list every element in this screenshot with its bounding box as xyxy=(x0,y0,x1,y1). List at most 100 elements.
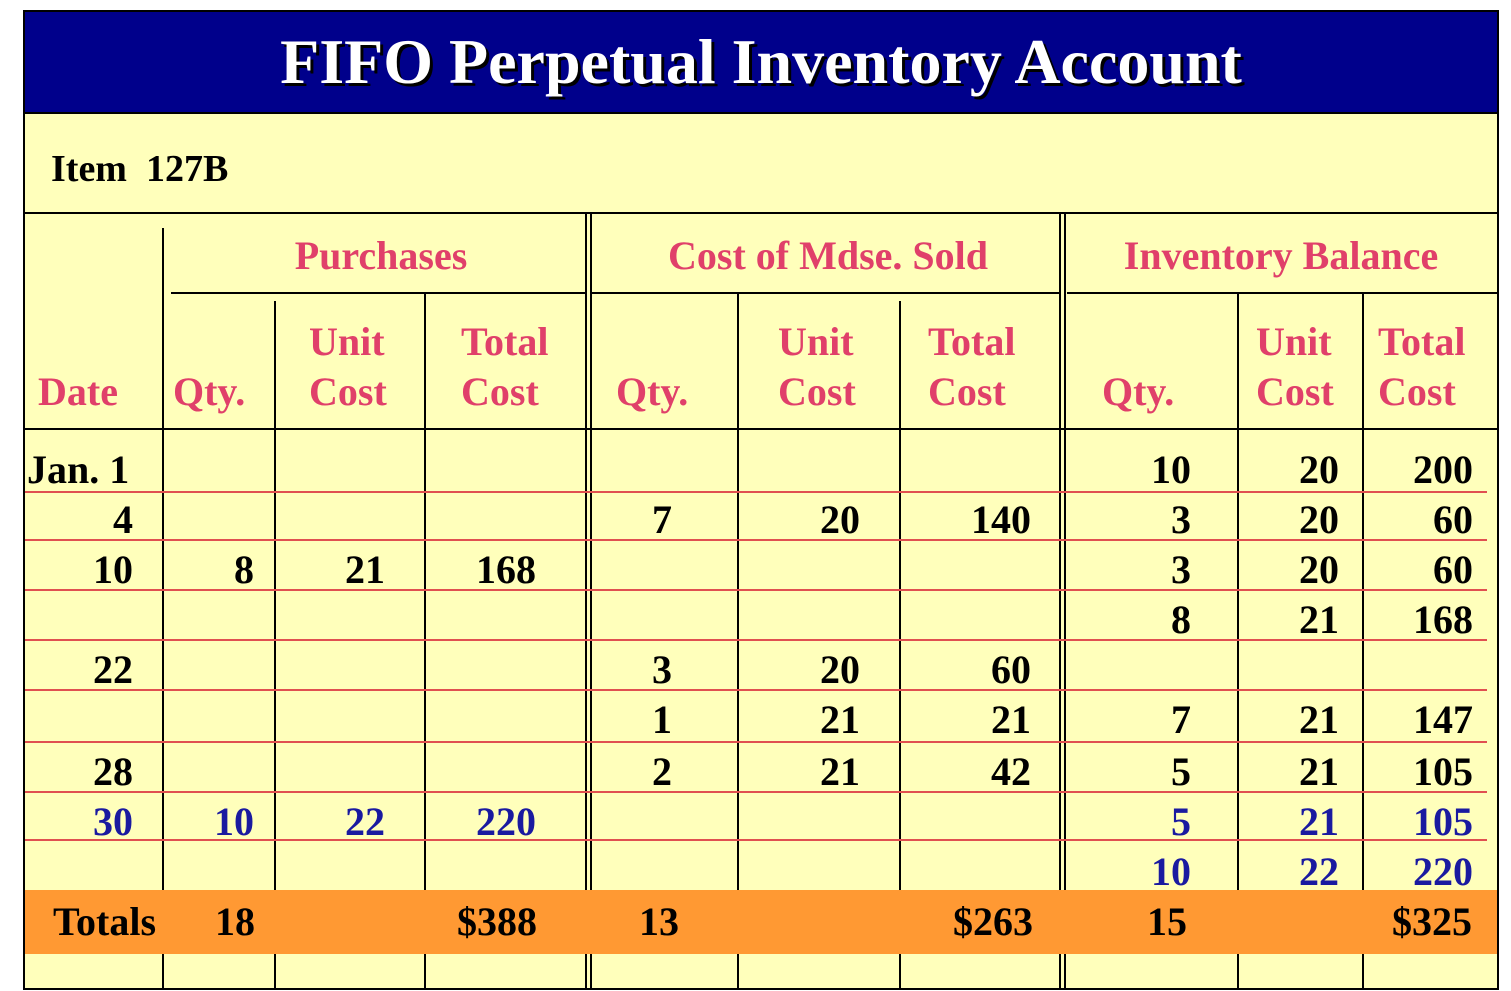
cell-b-unit: 21 xyxy=(1299,697,1339,742)
cell-date: 30 xyxy=(93,799,133,844)
vline-sold-a xyxy=(1059,214,1061,990)
cell-s-total: 60 xyxy=(991,647,1031,692)
vline-p-unit xyxy=(424,292,426,990)
cell-b-qty: 3 xyxy=(1171,497,1191,542)
totals-balance-qty: 15 xyxy=(1147,899,1187,944)
inventory-balance-header: Inventory Balance xyxy=(1123,233,1439,278)
cell-b-total: 105 xyxy=(1413,749,1473,794)
totals-purchases-total: $388 xyxy=(457,899,537,944)
totals-purchases-qty: 18 xyxy=(215,899,255,944)
row-rule xyxy=(25,539,1487,541)
row-rule xyxy=(25,639,1487,641)
cell-s-qty: 7 xyxy=(652,497,672,542)
col-purch-unit-cost: Cost xyxy=(309,369,387,414)
row-rule xyxy=(25,791,1487,793)
cell-date: 4 xyxy=(113,497,133,542)
cell-b-total: 168 xyxy=(1413,597,1473,642)
cell-date: Jan. 1 xyxy=(27,447,130,492)
row-rule xyxy=(25,839,1487,841)
cell-b-qty: 3 xyxy=(1171,547,1191,592)
cell-b-total: 60 xyxy=(1433,547,1473,592)
vline-b-unit xyxy=(1362,292,1364,990)
cell-s-unit: 20 xyxy=(820,647,860,692)
purchases-header: Purchases xyxy=(294,233,468,278)
cell-b-unit: 21 xyxy=(1299,597,1339,642)
cell-p-total: 220 xyxy=(476,799,536,844)
vline-date xyxy=(162,228,164,990)
cell-b-total: 220 xyxy=(1413,849,1473,894)
cell-s-unit: 21 xyxy=(820,749,860,794)
cell-b-total: 200 xyxy=(1413,447,1473,492)
cell-s-total: 42 xyxy=(991,749,1031,794)
col-bal-unit: Unit xyxy=(1256,319,1332,364)
cell-b-qty: 5 xyxy=(1171,799,1191,844)
cell-s-total: 21 xyxy=(991,697,1031,742)
vline-purchases-a xyxy=(585,214,587,990)
cell-b-total: 60 xyxy=(1433,497,1473,542)
page-title: FIFO Perpetual Inventory Account xyxy=(23,10,1499,114)
item-divider xyxy=(25,212,1497,214)
cell-p-unit: 21 xyxy=(345,547,385,592)
cell-b-qty: 10 xyxy=(1151,447,1191,492)
col-sold-qty: Qty. xyxy=(616,369,689,414)
balance-underline xyxy=(1067,292,1497,294)
col-sold-total: Total xyxy=(928,319,1016,364)
row-rule xyxy=(25,589,1487,591)
cell-b-qty: 7 xyxy=(1171,697,1191,742)
col-bal-qty: Qty. xyxy=(1102,369,1175,414)
col-purch-unit: Unit xyxy=(309,319,385,364)
col-purch-total-cost: Cost xyxy=(461,369,539,414)
cost-sold-underline xyxy=(591,292,1061,294)
cell-date: 22 xyxy=(93,647,133,692)
cell-s-qty: 3 xyxy=(652,647,672,692)
row-rule xyxy=(25,491,1487,493)
vline-purchases-b xyxy=(590,214,592,990)
cell-p-total: 168 xyxy=(476,547,536,592)
header-divider xyxy=(25,428,1497,430)
cell-s-total: 140 xyxy=(971,497,1031,542)
cell-b-unit: 22 xyxy=(1299,849,1339,894)
cell-b-qty: 5 xyxy=(1171,749,1191,794)
cell-p-unit: 22 xyxy=(345,799,385,844)
col-sold-total-cost: Cost xyxy=(928,369,1006,414)
col-sold-unit: Unit xyxy=(778,319,854,364)
col-bal-total-cost: Cost xyxy=(1378,369,1456,414)
cell-b-unit: 21 xyxy=(1299,799,1339,844)
col-purch-qty: Qty. xyxy=(173,369,246,414)
cost-sold-header: Cost of Mdse. Sold xyxy=(667,233,989,278)
vline-p-qty xyxy=(274,301,276,990)
totals-bar: Totals 18 $388 13 $263 15 $325 xyxy=(25,890,1497,954)
cell-s-unit: 21 xyxy=(820,697,860,742)
totals-sold-total: $263 xyxy=(953,899,1033,944)
totals-sold-qty: 13 xyxy=(639,899,679,944)
cell-s-qty: 2 xyxy=(652,749,672,794)
cell-b-qty: 10 xyxy=(1151,849,1191,894)
cell-date: 10 xyxy=(93,547,133,592)
cell-b-total: 105 xyxy=(1413,799,1473,844)
col-date: Date xyxy=(38,369,118,414)
cell-p-qty: 10 xyxy=(214,799,254,844)
cell-s-unit: 20 xyxy=(820,497,860,542)
totals-balance-total: $325 xyxy=(1392,899,1472,944)
cell-b-qty: 8 xyxy=(1171,597,1191,642)
vline-sold-b xyxy=(1064,214,1066,990)
cell-b-total: 147 xyxy=(1413,697,1473,742)
col-bal-unit-cost: Cost xyxy=(1256,369,1334,414)
col-purch-total: Total xyxy=(461,319,549,364)
cell-b-unit: 20 xyxy=(1299,497,1339,542)
row-rule xyxy=(25,741,1487,743)
cell-b-unit: 20 xyxy=(1299,447,1339,492)
row-rule xyxy=(25,689,1487,691)
totals-label: Totals xyxy=(53,899,157,944)
cell-b-unit: 21 xyxy=(1299,749,1339,794)
col-sold-unit-cost: Cost xyxy=(778,369,856,414)
cell-s-qty: 1 xyxy=(652,697,672,742)
vline-b-qty xyxy=(1237,292,1239,990)
item-label: Item 127B xyxy=(51,148,229,190)
inventory-sheet: Item 127B Purchases Cost of Mdse. Sold I… xyxy=(23,114,1499,990)
cell-p-qty: 8 xyxy=(234,547,254,592)
vline-s-unit xyxy=(899,301,901,990)
vline-s-qty xyxy=(737,292,739,990)
cell-b-unit: 20 xyxy=(1299,547,1339,592)
purchases-underline xyxy=(171,292,585,294)
